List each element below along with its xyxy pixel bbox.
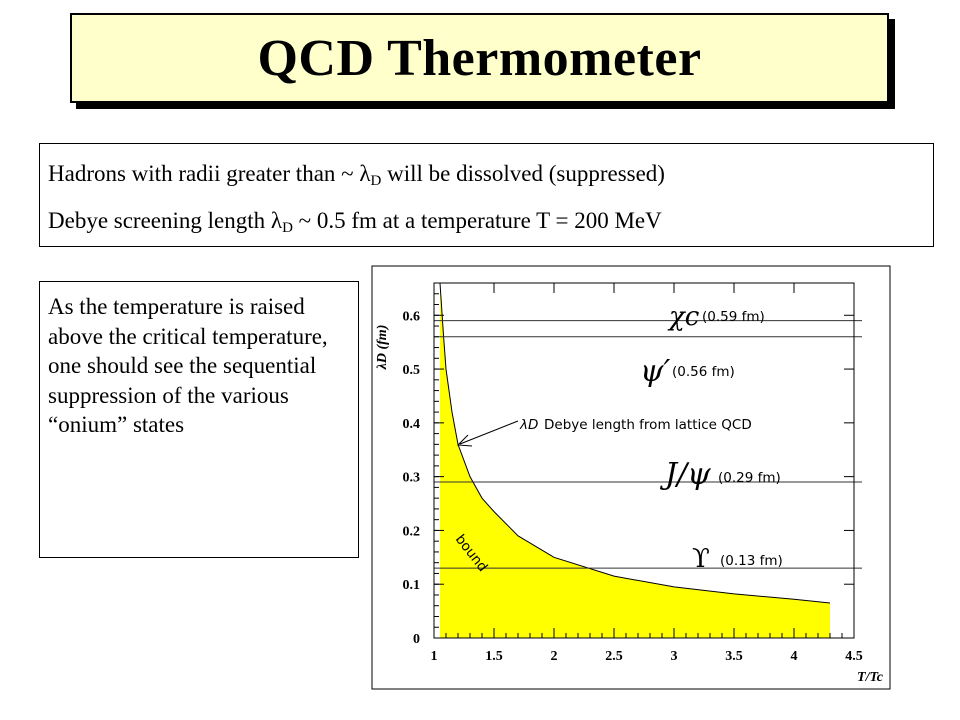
jpsi-radius: (0.29 fm) — [718, 470, 781, 486]
annotation-arrowhead — [456, 434, 473, 447]
lambda-d-annotation-symbol: λD — [519, 417, 538, 433]
x-tick-label: 3.5 — [725, 649, 743, 664]
y-tick-label: 0.6 — [403, 309, 421, 324]
chart-svg: 1 1.5 2 2.5 3 3.5 4 4.5 0 0.1 0.2 0.3 0.4 0.5 0.6 λD (… — [371, 265, 891, 690]
x-tick-label: 3 — [671, 649, 678, 664]
plot-frame — [433, 282, 855, 639]
y-tick-label: 0.5 — [403, 363, 421, 378]
x-tick-label: 4 — [791, 649, 798, 664]
upsilon-label: ϒ — [692, 544, 710, 574]
lambda-subscript: D — [282, 220, 293, 236]
debye-length-chart: 1 1.5 2 2.5 3 3.5 4 4.5 0 0.1 0.2 0.3 0.4 0.5 0.6 λD (… — [362, 263, 892, 693]
bound-region-fill — [440, 283, 830, 638]
lambda-symbol: λ — [270, 208, 283, 233]
intro-line-2: Debye screening length λD ~ 0.5 fm at a … — [48, 201, 925, 248]
x-tick-label: 2 — [551, 649, 558, 664]
intro-line-1: Hadrons with radii greater than ~ λD wil… — [48, 154, 925, 201]
y-axis-title: λD (fm) — [375, 325, 390, 371]
y-tick-label: 0.2 — [403, 524, 421, 539]
x-tick-label: 2.5 — [605, 649, 623, 664]
upsilon-radius: (0.13 fm) — [720, 553, 783, 569]
intro-line-2-end: ~ 0.5 fm at a temperature T = 200 MeV — [292, 208, 662, 233]
y-tick-label: 0.4 — [403, 417, 421, 432]
intro-line-2-start: Debye screening length — [48, 208, 271, 233]
intro-line-1-end: will be dissolved (suppressed) — [381, 161, 665, 186]
chi-c-label: χc — [667, 302, 700, 332]
side-paragraph: As the temperature is raised above the c… — [48, 294, 328, 437]
y-axis-label: λD (fm) — [375, 325, 390, 371]
jpsi-label: J/ψ — [659, 457, 711, 492]
intro-text-box: Hadrons with radii greater than ~ λD wil… — [39, 143, 934, 247]
x-tick-label: 4.5 — [845, 649, 863, 664]
y-tick-label: 0.1 — [403, 578, 421, 593]
lambda-symbol: λ — [359, 161, 371, 186]
side-text-box: As the temperature is raised above the c… — [39, 281, 359, 558]
psi-prime-radius: (0.56 fm) — [672, 364, 735, 380]
psi-prime-label: ψ′ — [640, 354, 671, 389]
annotation-arrow-line — [459, 420, 519, 445]
title-banner: QCD Thermometer — [70, 13, 889, 103]
y-tick-label: 0.3 — [403, 471, 421, 486]
y-tick-label: 0 — [413, 632, 420, 647]
x-axis-title: T/Tc — [857, 670, 884, 685]
debye-length-curve — [439, 282, 831, 604]
slide-title: QCD Thermometer — [257, 29, 702, 87]
x-tick-label: 1.5 — [485, 649, 503, 664]
intro-line-1-start: Hadrons with radii greater than ~ — [48, 161, 360, 186]
chi-c-radius: (0.59 fm) — [702, 309, 765, 325]
debye-curve-annotation: Debye length from lattice QCD — [544, 417, 752, 433]
x-tick-label: 1 — [431, 649, 438, 664]
lambda-subscript: D — [370, 173, 382, 189]
